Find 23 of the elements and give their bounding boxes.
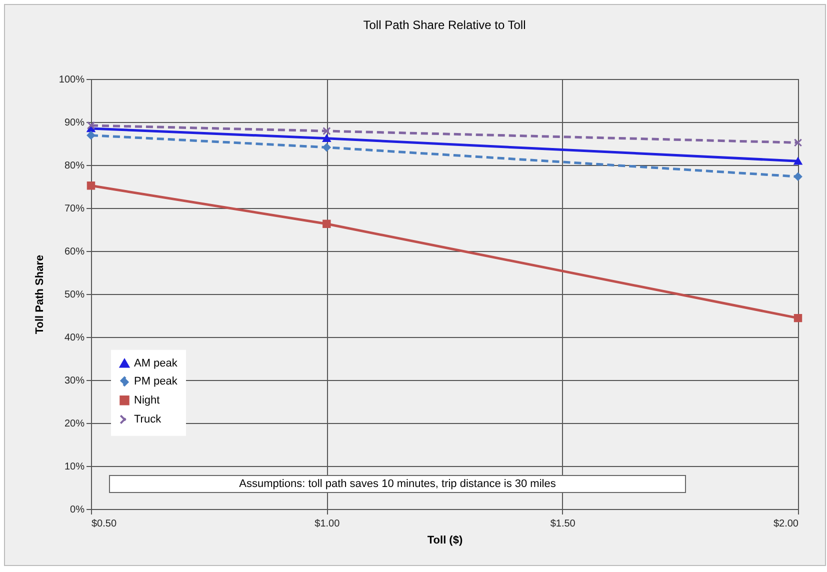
note-box: Assumptions: toll path saves 10 minutes, trip distance is 30 miles [109,475,686,493]
y-tick-label: 0% [70,504,85,516]
y-tick-label: 60% [64,246,85,258]
legend-label: Truck [134,413,162,426]
y-tick-label: 50% [64,290,85,300]
legend-label: PM peak [134,375,178,388]
y-tick-label: 10% [64,462,85,472]
y-tick-label: 30% [64,376,85,386]
x-tick-label: $1.00 [314,518,340,530]
y-axis-title: Toll Path Share [34,254,46,334]
x-axis-title: Toll ($) [427,534,463,546]
x-tick-label: $0.50 [92,518,117,530]
x-tick-label: $2.00 [773,518,799,530]
legend-label: AM peak [134,357,178,370]
y-tick-label: 80% [64,160,85,172]
y-tick-label: 20% [64,418,85,430]
y-tick-label: 70% [64,204,85,214]
y-tick-label: 100% [58,74,85,86]
chart-title: Toll Path Share Relative to Toll [363,18,526,32]
y-tick-label: 40% [64,332,85,344]
y-tick-label: 90% [64,118,85,128]
legend-label: Night [134,394,160,406]
x-tick-label: $1.50 [550,518,576,530]
